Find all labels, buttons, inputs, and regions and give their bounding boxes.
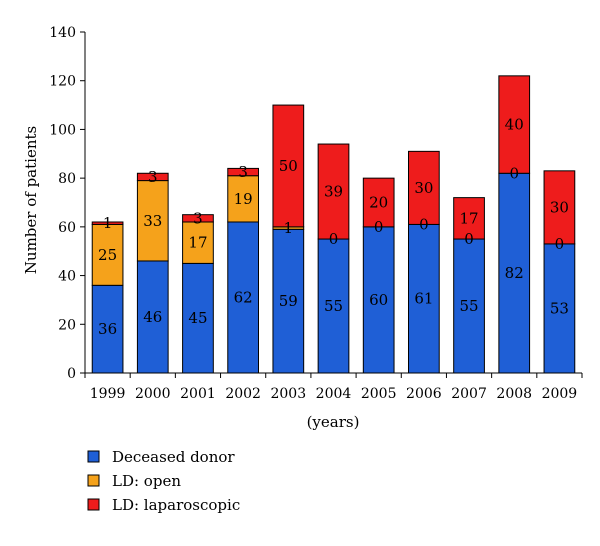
bar-label-ld-laparoscopic-2008: 40 [505, 116, 524, 134]
bar-label-deceased-donor-2004: 55 [324, 297, 343, 315]
legend-swatch-ld-laparoscopic [87, 498, 100, 511]
x-tick-label-2004: 2004 [316, 386, 352, 402]
bar-label-ld-open-2007: 0 [464, 230, 474, 248]
bar-segment-deceased-donor-2007 [453, 238, 485, 374]
bar-segment-ld-laparoscopic-2007 [453, 197, 485, 240]
bar-label-ld-laparoscopic-2005: 20 [369, 194, 388, 212]
legend-label-deceased-donor: Deceased donor [112, 448, 235, 466]
bar-segment-ld-laparoscopic-2001 [182, 214, 214, 223]
bar-label-deceased-donor-2000: 46 [143, 308, 162, 326]
bar-label-ld-laparoscopic-2000: 3 [148, 168, 158, 186]
bar-segment-deceased-donor-2009 [543, 243, 576, 374]
bar-segment-ld-laparoscopic-2002 [227, 167, 259, 177]
bar-label-ld-laparoscopic-2004: 39 [324, 183, 343, 201]
bar-label-deceased-donor-2005: 60 [369, 291, 388, 309]
legend: Deceased donor LD: open LD: laparoscopic [87, 448, 240, 514]
y-tick-label-20: 20 [58, 317, 76, 333]
x-tick-label-2008: 2008 [496, 386, 532, 402]
bar-label-deceased-donor-2009: 53 [550, 299, 569, 317]
bar-label-deceased-donor-2007: 55 [459, 297, 478, 315]
bar-segment-deceased-donor-2004 [317, 238, 350, 374]
legend-swatch-ld-open [87, 474, 100, 487]
bar-segment-deceased-donor-2000 [136, 260, 169, 374]
bar-label-ld-open-2001: 17 [188, 234, 207, 252]
bar-label-deceased-donor-1999: 36 [98, 320, 117, 338]
bar-label-ld-open-2002: 19 [234, 190, 253, 208]
x-tick-label-2007: 2007 [451, 386, 487, 402]
bar-segment-ld-laparoscopic-2004 [317, 143, 350, 240]
bar-segment-ld-laparoscopic-2008 [498, 75, 531, 174]
bar-segment-ld-laparoscopic-2005 [362, 177, 395, 228]
bar-label-ld-laparoscopic-2007: 17 [459, 209, 478, 227]
x-tick-label-1999: 1999 [90, 386, 126, 402]
bar-label-deceased-donor-2008: 82 [505, 264, 524, 282]
y-tick-label-120: 120 [49, 74, 76, 90]
y-tick-label-140: 140 [49, 25, 76, 41]
bar-segment-ld-laparoscopic-1999 [91, 221, 124, 225]
x-tick-label-2001: 2001 [180, 386, 216, 402]
bar-segment-ld-laparoscopic-2000 [136, 172, 169, 182]
bar-segment-deceased-donor-2008 [498, 172, 531, 374]
bar-segment-deceased-donor-2006 [408, 223, 440, 374]
x-axis-label: (years) [307, 413, 360, 431]
bar-segment-ld-laparoscopic-2003 [272, 104, 305, 228]
bar-label-deceased-donor-2002: 62 [234, 288, 253, 306]
bar-label-deceased-donor-2006: 61 [414, 290, 433, 308]
bar-segment-deceased-donor-2002 [227, 221, 259, 374]
y-tick-label-100: 100 [49, 122, 76, 138]
bar-label-ld-laparoscopic-2006: 30 [414, 179, 433, 197]
bar-label-ld-laparoscopic-2002: 3 [238, 163, 248, 181]
bar-label-ld-laparoscopic-2009: 30 [550, 198, 569, 216]
x-tick-label-2000: 2000 [135, 386, 171, 402]
x-tick-label-2006: 2006 [406, 386, 442, 402]
legend-swatch-deceased-donor [87, 450, 100, 463]
bar-label-ld-open-2006: 0 [419, 215, 429, 233]
bar-segment-ld-laparoscopic-2006 [408, 150, 440, 225]
bar-label-ld-open-1999: 25 [98, 246, 117, 264]
bar-label-ld-open-2009: 0 [555, 235, 565, 253]
x-tick-label-2009: 2009 [542, 386, 578, 402]
x-tick-label-2005: 2005 [361, 386, 397, 402]
bar-label-ld-open-2000: 33 [143, 212, 162, 230]
bar-label-ld-open-2003: 1 [284, 219, 294, 237]
bar-segment-ld-open-2000 [136, 180, 169, 262]
bar-segment-deceased-donor-1999 [91, 284, 124, 374]
y-tick-label-60: 60 [58, 220, 76, 236]
bar-label-ld-open-2005: 0 [374, 218, 384, 236]
y-tick-label-0: 0 [67, 366, 76, 382]
legend-label-ld-open: LD: open [112, 472, 181, 490]
x-tick-label-2003: 2003 [270, 386, 306, 402]
bar-segment-ld-open-1999 [91, 223, 124, 286]
y-tick-label-40: 40 [58, 269, 76, 285]
bar-label-ld-laparoscopic-2001: 3 [193, 209, 203, 227]
bar-label-ld-laparoscopic-1999: 1 [103, 214, 113, 232]
bar-label-deceased-donor-2003: 59 [279, 292, 298, 310]
bar-segment-ld-open-2002 [227, 175, 259, 223]
x-tick-label-2002: 2002 [225, 386, 261, 402]
bar-label-ld-laparoscopic-2003: 50 [279, 157, 298, 175]
bar-labels-layer: 3625146333451736219359150550396002061030… [98, 116, 569, 339]
bar-label-ld-open-2004: 0 [329, 230, 339, 248]
y-tick-label-80: 80 [58, 171, 76, 187]
bar-label-deceased-donor-2001: 45 [188, 309, 207, 327]
legend-label-ld-laparoscopic: LD: laparoscopic [112, 496, 240, 514]
y-axis-label: Number of patients [22, 126, 40, 274]
bar-label-ld-open-2008: 0 [509, 164, 519, 182]
bars-layer [91, 75, 576, 374]
bar-segment-ld-laparoscopic-2009 [543, 170, 576, 245]
